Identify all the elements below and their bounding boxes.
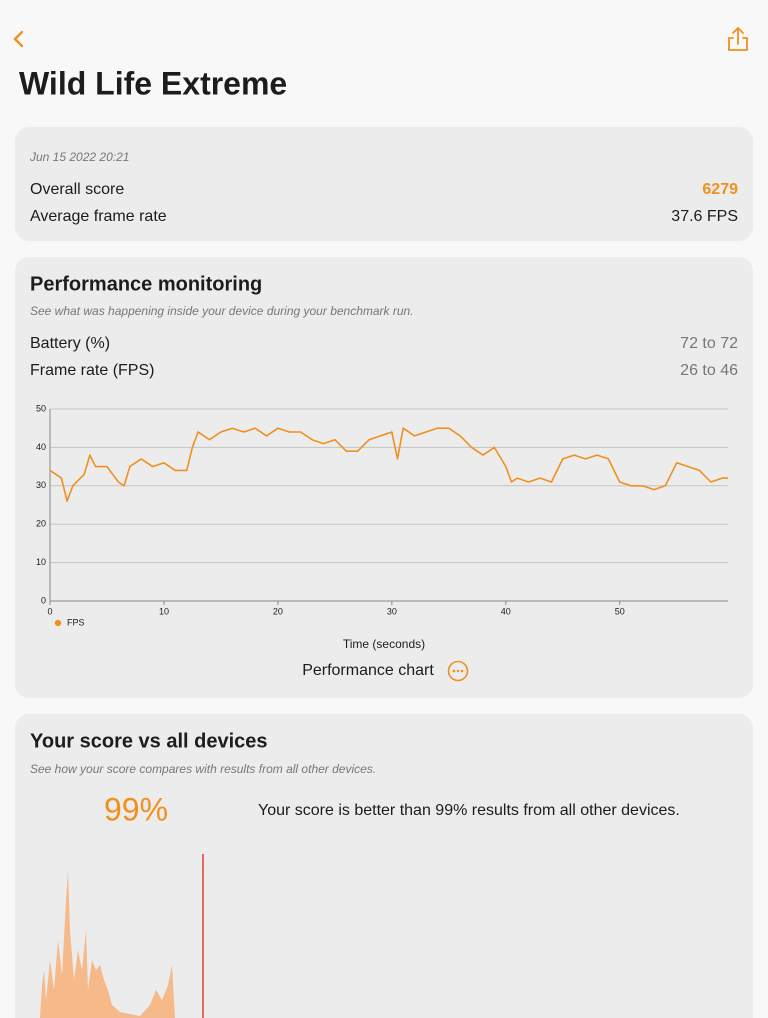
y-tick-label: 30 [36, 480, 46, 490]
y-tick-label: 10 [36, 557, 46, 567]
row-label: Overall score [30, 181, 124, 198]
comparison-text: Your score is better than 99% results fr… [258, 802, 680, 819]
y-tick-label: 20 [36, 519, 46, 529]
x-tick-label: 40 [501, 606, 511, 616]
performance-card [15, 257, 753, 698]
overall-score: 6279 [702, 181, 738, 198]
x-tick-label: 0 [47, 606, 52, 616]
y-tick-label: 40 [36, 442, 46, 452]
share-button[interactable] [728, 26, 748, 51]
x-tick-label: 50 [615, 606, 625, 616]
back-button[interactable] [13, 30, 24, 48]
x-tick-label: 30 [387, 606, 397, 616]
row-value: 37.6 FPS [671, 208, 738, 225]
y-tick-label: 50 [36, 403, 46, 413]
chart-caption[interactable]: Performance chart [302, 662, 434, 679]
section-subtitle: See what was happening inside your devic… [30, 304, 414, 318]
more-button[interactable] [447, 660, 469, 682]
percentile: 99% [104, 791, 168, 827]
fps-line [49, 427, 728, 502]
section-title: Your score vs all devices [30, 730, 268, 752]
row-value: 72 to 72 [680, 335, 738, 352]
distribution-histogram [40, 870, 175, 1018]
comparison-card [15, 714, 753, 1018]
row-label: Average frame rate [30, 208, 167, 225]
row-value: 26 to 46 [680, 362, 738, 379]
section-subtitle: See how your score compares with results… [30, 762, 376, 776]
date: Jun 15 2022 20:21 [29, 150, 129, 164]
x-tick-label: 20 [273, 606, 283, 616]
page-title: Wild Life Extreme [19, 65, 287, 101]
row-label: Frame rate (FPS) [30, 362, 154, 379]
row-label: Battery (%) [30, 335, 110, 352]
x-tick-label: 10 [159, 606, 169, 616]
x-axis-label: Time (seconds) [343, 637, 425, 651]
summary-card [15, 127, 753, 241]
legend-marker [54, 619, 62, 627]
section-title: Performance monitoring [30, 273, 262, 295]
y-tick-label: 0 [41, 595, 46, 605]
legend-label: FPS [67, 617, 85, 627]
